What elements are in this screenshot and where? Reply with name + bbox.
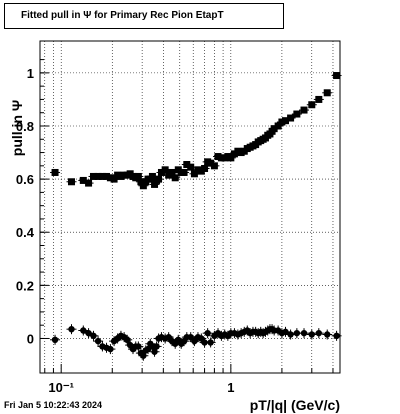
data-point-circle — [85, 329, 92, 337]
data-point-square — [51, 168, 59, 176]
data-point-square — [274, 122, 282, 130]
data-point-square — [287, 114, 295, 122]
data-point-square — [315, 95, 323, 103]
data-point-circle — [153, 343, 160, 350]
data-point-square — [148, 172, 156, 180]
data-point-square — [323, 89, 331, 97]
data-point-square — [161, 166, 169, 174]
x-axis-label: pT/|q| (GeV/c) — [250, 397, 340, 413]
data-point-circle — [300, 329, 308, 337]
data-point-circle — [90, 332, 97, 340]
data-point-circle — [80, 327, 87, 334]
data-point-square — [106, 174, 114, 182]
data-point-circle — [282, 328, 289, 336]
data-point-square — [187, 163, 195, 171]
data-point-circle — [207, 339, 214, 346]
data-point-square — [139, 182, 147, 190]
data-point-square — [79, 176, 87, 184]
data-point-circle — [124, 336, 131, 343]
data-point-square — [180, 168, 188, 176]
data-point-circle — [287, 331, 294, 338]
grid-lines — [40, 41, 340, 373]
data-point-square — [110, 175, 118, 183]
y-tick-label: 0.8 — [16, 119, 34, 134]
data-point-square — [210, 162, 218, 170]
data-point-circle — [201, 339, 208, 346]
y-tick-label: 0 — [27, 331, 34, 346]
data-markers — [50, 72, 342, 361]
x-tick-label: 1 — [227, 380, 234, 395]
y-tick-label: 0.4 — [16, 225, 35, 240]
data-point-square — [134, 172, 142, 180]
data-point-circle — [51, 336, 59, 343]
data-point-square — [151, 180, 159, 188]
data-point-circle — [140, 352, 147, 359]
plot-frame — [39, 40, 341, 374]
data-point-circle — [94, 337, 102, 345]
data-point-square — [300, 106, 308, 114]
data-point-square — [85, 179, 93, 187]
data-point-circle — [204, 329, 211, 337]
data-point-square — [227, 154, 235, 162]
data-point-square — [207, 159, 215, 167]
data-point-square — [168, 168, 176, 176]
data-point-square — [67, 178, 75, 186]
data-point-circle — [333, 332, 340, 340]
data-point-square — [333, 72, 341, 80]
data-point-circle — [135, 343, 142, 350]
data-point-circle — [107, 345, 114, 353]
data-point-square — [190, 170, 198, 178]
data-point-square — [278, 118, 286, 126]
tick-labels: 0 0.2 0.4 0.6 0.8 1 10⁻¹ 1 — [16, 66, 235, 395]
y-tick-label: 0.2 — [16, 278, 34, 293]
data-point-circle — [68, 325, 75, 333]
data-point-square — [157, 168, 165, 176]
data-point-square — [201, 164, 209, 172]
data-point-circle — [315, 329, 323, 337]
data-point-square — [293, 110, 301, 118]
axis-ticks — [40, 59, 334, 373]
data-point-circle — [324, 331, 331, 338]
data-point-square — [171, 174, 179, 182]
data-point-square — [183, 161, 191, 169]
timestamp-footer: Fri Jan 5 10:22:43 2024 — [4, 400, 103, 410]
chart-title: Fitted pull in Ψ for Primary Rec Pion Et… — [4, 3, 284, 29]
y-tick-label: 0.6 — [16, 172, 34, 187]
data-point-square — [282, 117, 290, 125]
y-tick-label: 1 — [27, 66, 34, 81]
y-axis-label: pull in Ψ — [9, 100, 25, 156]
data-point-square — [103, 172, 111, 180]
data-point-square — [155, 175, 163, 183]
data-point-square — [308, 101, 316, 109]
data-point-circle — [308, 331, 315, 338]
x-tick-label: 10⁻¹ — [48, 380, 74, 395]
data-point-square — [270, 125, 278, 133]
data-point-circle — [293, 329, 301, 337]
